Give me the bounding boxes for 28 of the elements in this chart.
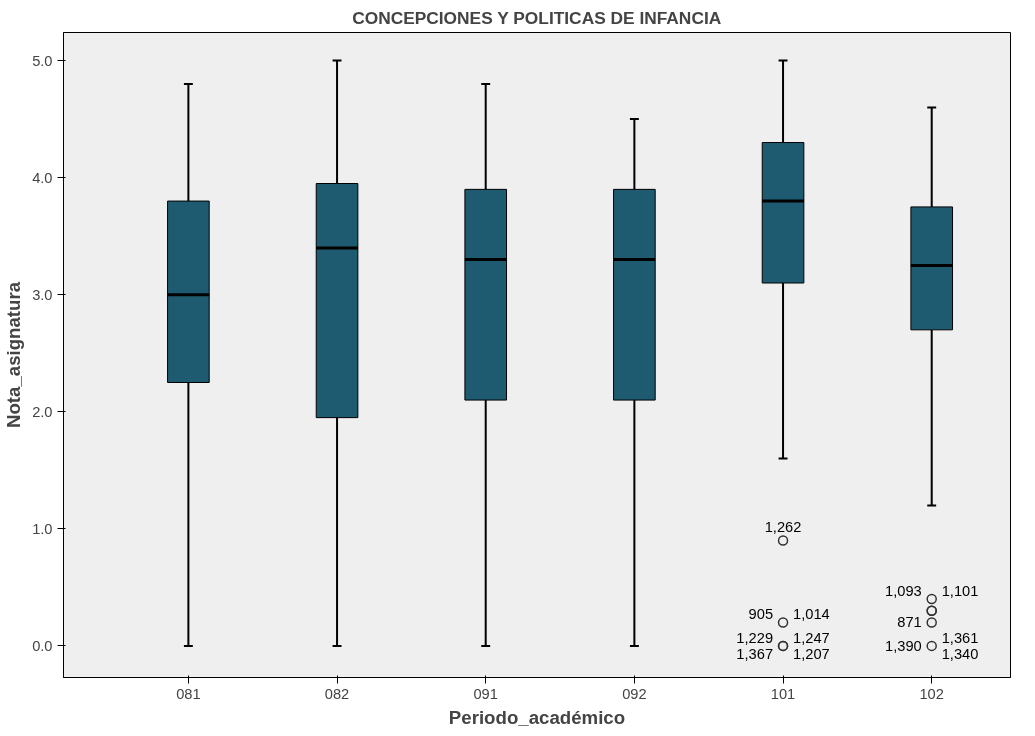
annotation: 1,262 — [764, 518, 802, 535]
y-tick-label: 2.0 — [32, 403, 53, 420]
x-tick-label: 092 — [622, 685, 647, 702]
y-tick-label: 3.0 — [32, 286, 53, 303]
x-tick-label: 082 — [324, 685, 350, 702]
y-tick-label: 4.0 — [32, 169, 53, 186]
annotation: 1,014 — [793, 606, 830, 623]
annotation: 1,361 — [941, 629, 979, 646]
y-tick-label: 5.0 — [32, 52, 53, 69]
x-tick-label: 091 — [473, 685, 498, 702]
y-axis-title: Nota_asignatura — [3, 281, 25, 429]
y-tick-label: 0.0 — [32, 637, 53, 654]
annotation: 871 — [897, 614, 922, 631]
y-tick-label: 1.0 — [32, 520, 53, 537]
annotation: 1,093 — [885, 583, 922, 600]
annotation: 1,229 — [736, 629, 774, 646]
annotation: 1,340 — [941, 645, 979, 662]
annotation: 1,207 — [793, 645, 830, 662]
x-axis-title: Periodo_académico — [448, 706, 626, 728]
x-tick-label: 101 — [770, 685, 796, 702]
annotation: 905 — [748, 606, 774, 623]
annotation: 1,101 — [941, 583, 979, 600]
annotation: 1,247 — [793, 629, 830, 646]
x-tick-label: 081 — [176, 685, 201, 702]
x-tick-label: 102 — [919, 685, 944, 702]
chart-title: CONCEPCIONES Y POLITICAS DE INFANCIA — [352, 7, 722, 28]
annotation: 1,390 — [885, 637, 922, 654]
annotation: 1,367 — [736, 645, 774, 662]
